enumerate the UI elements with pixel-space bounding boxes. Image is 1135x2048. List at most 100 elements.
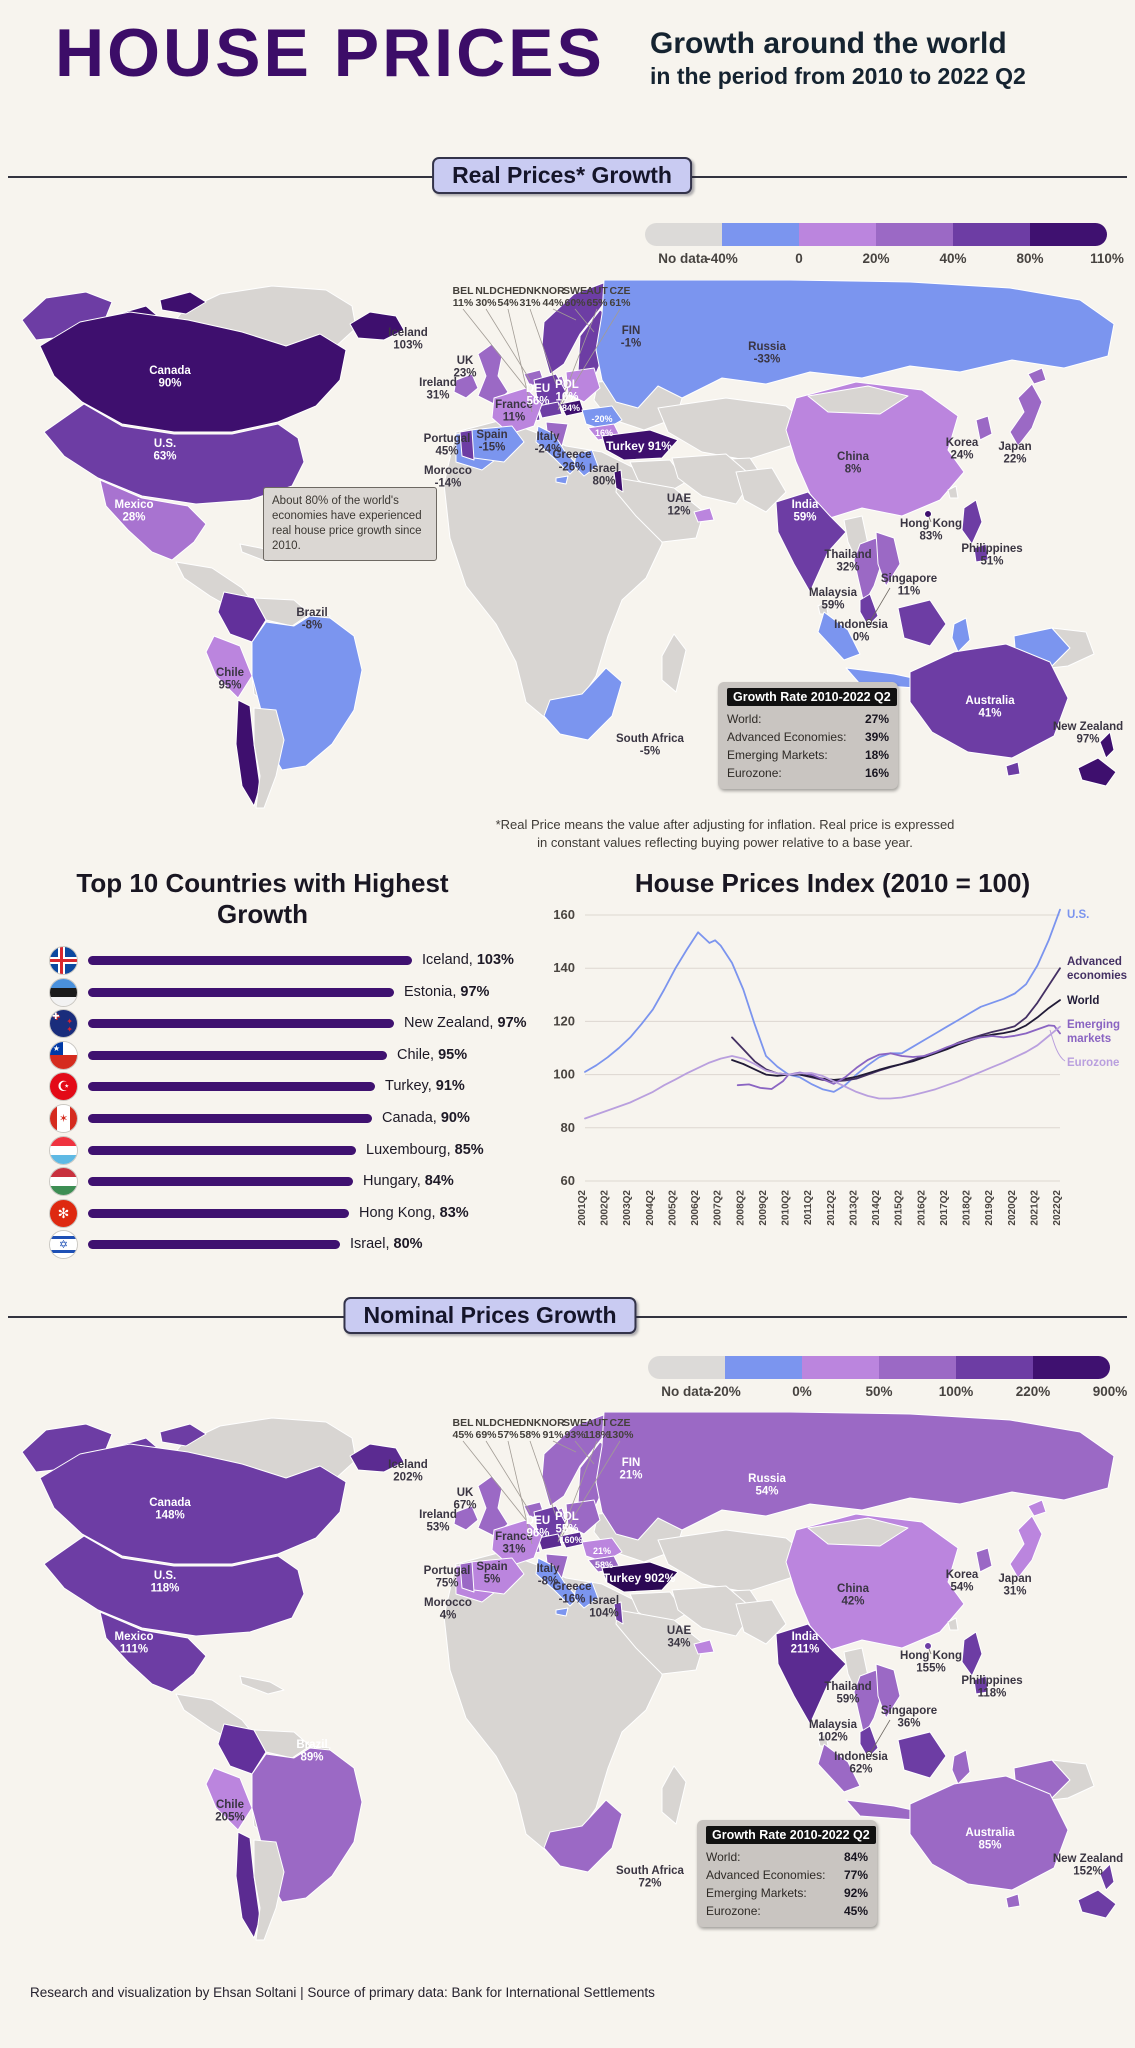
nominal-map-country-czech-austria — [537, 1533, 563, 1551]
nominal-legend-label-6: 900% — [1092, 1384, 1128, 1399]
top10-rows: Iceland, 103% Estonia, 97% New Zealand, 97… — [30, 946, 527, 1262]
real-map-label-chile-value: 95% — [218, 680, 241, 692]
real-map-callout-value-CHE: 54% — [497, 297, 519, 309]
xtick-2010Q2: 2010Q2 — [781, 1190, 792, 1226]
nominal-map-label-newzealand-name: New Zealand — [1053, 1853, 1123, 1865]
top10-label-chile: Chile, 95% — [397, 1046, 468, 1063]
real-color-legend: No data -40% 0 20% 40% 80% 110% — [645, 223, 1124, 269]
nominal-map-country-southafrica — [543, 1799, 623, 1873]
nominal-map-callout-leader-1 — [485, 1440, 531, 1513]
top10-label-israel: Israel, 80% — [350, 1236, 423, 1253]
real-map-country-mongolia — [807, 385, 909, 415]
nominal-map-small-label-hungary: 160% — [559, 1535, 582, 1545]
nominal-map-country-us — [43, 1535, 305, 1637]
nominal-map-label-brazil-value: 89% — [300, 1752, 323, 1764]
nominal-map-country-uk-island — [477, 1475, 509, 1537]
real-map-label-spain-value: -15% — [479, 442, 506, 454]
xtick-2018Q2: 2018Q2 — [962, 1190, 973, 1226]
real-map-label-morocco-value: -14% — [435, 478, 462, 490]
xtick-2014Q2: 2014Q2 — [871, 1190, 882, 1226]
nominal-map-label-russia-value: 54% — [755, 1486, 778, 1498]
real-map-callout-code-DNK: DNK — [519, 285, 542, 297]
nominal-map-label-italy-value: -8% — [538, 1576, 558, 1588]
nominal-map-callout-leader-6 — [557, 1440, 598, 1543]
series-label-emerging-markets: Emerging — [1067, 1019, 1120, 1031]
real-map-callout-leader-4 — [552, 308, 577, 321]
real-map-label-mexico-name: Mexico — [115, 499, 154, 511]
nominal-map-label-india-name: India — [792, 1631, 819, 1643]
nominal-map-label-australia-value: 85% — [978, 1840, 1001, 1852]
nominal-color-legend: No data -20% 0% 50% 100% 220% 900% — [648, 1356, 1127, 1402]
top10-bar-hungary — [88, 1177, 353, 1187]
real-map-label-russia-value: -33% — [754, 354, 781, 366]
xtick-2004Q2: 2004Q2 — [645, 1190, 656, 1226]
nominal-map-country-argentina — [253, 1839, 285, 1941]
nominal-map-country-norway — [541, 1413, 607, 1507]
nominal-map-label-uk-value: 67% — [453, 1500, 476, 1512]
nominal-map-label-hongkong-name: Hong Kong — [900, 1650, 962, 1662]
top10-row-luxembourg: Luxembourg, 85% — [30, 1136, 495, 1168]
real-map-country-korea — [975, 415, 993, 441]
real-map-label-deu-value: 56% — [526, 396, 549, 408]
nominal-map-country-tasmania — [1005, 1893, 1021, 1909]
nominal-map-label-france-value: 31% — [502, 1544, 525, 1556]
nominal-map-country-iceland-island — [349, 1443, 405, 1473]
real-map-label-spain-name: Spain — [476, 429, 507, 441]
top10-label-hungary: Hungary, 84% — [363, 1173, 454, 1190]
nominal-map-country-madagascar — [661, 1765, 687, 1825]
real-map-callout-code-CZE: CZE — [610, 285, 631, 297]
real-map-callout-value-DNK: 31% — [519, 297, 541, 309]
nominal-map-label-pol-name: POL — [555, 1511, 579, 1523]
real-map-svg: BEL11%NLD30%CHE54%DNK31%NOR44%SWE60%AUT6… — [21, 280, 1123, 809]
real-map-callout-code-CHE: CHE — [497, 285, 519, 297]
nominal-map-country-korea — [975, 1547, 993, 1573]
ytick-100: 100 — [553, 1067, 575, 1082]
xtick-2011Q2: 2011Q2 — [803, 1190, 814, 1225]
real-map-country-sri-lanka — [817, 601, 829, 615]
real-map-country-philippines — [961, 499, 983, 545]
nominal-map-label-japan-name: Japan — [998, 1573, 1031, 1585]
top10-bar-hongkong — [88, 1208, 349, 1218]
index-chart-plot: 60 80 100 120 140 160 2001Q2 2002Q2 2003Q2 2004Q2… — [553, 907, 1127, 1226]
xtick-2001Q2: 2001Q2 — [577, 1190, 588, 1226]
nominal-map-label-ireland-value: 53% — [426, 1522, 449, 1534]
real-map-country-japan — [1009, 383, 1043, 447]
real-map-label-china-name: China — [837, 451, 870, 463]
real-map-label-israel-name: Israel — [589, 463, 619, 475]
nominal-map-label-fin-name: FIN — [622, 1457, 641, 1469]
nominal-legend-segment-1 — [725, 1356, 802, 1379]
real-map-country-venezuela — [253, 597, 311, 627]
nominal-map-country-taiwan — [947, 1617, 959, 1631]
nominal-legend-segment-2 — [802, 1356, 879, 1379]
nominal-legend-label-3: 50% — [865, 1384, 893, 1399]
top10-title: Top 10 Countries with Highest Growth — [76, 868, 449, 929]
nominal-map-label-iceland-value: 202% — [393, 1472, 422, 1484]
top10-label-hongkong: Hong Kong, 83% — [359, 1204, 469, 1221]
real-map-label-fin-name: FIN — [622, 325, 641, 337]
real-map-country-borneo — [897, 599, 947, 647]
real-map-country-sulawesi — [951, 617, 971, 653]
xtick-2003Q2: 2003Q2 — [622, 1190, 633, 1226]
real-map-label-thailand-value: 32% — [836, 562, 859, 574]
nominal-map-label-ireland-name: Ireland — [419, 1509, 457, 1521]
nominal-map-country-kazakhstan — [657, 1529, 809, 1593]
real-map-label-greece-name: Greece — [552, 449, 591, 461]
nominal-map-label-spain-value: 5% — [484, 1574, 501, 1586]
nominal-map-country-sri-lanka — [817, 1733, 829, 1747]
nominal-map-country-africa — [443, 1551, 663, 1855]
series-label-advanced-economies-2: economies — [1067, 970, 1127, 982]
real-map-label-korea-name: Korea — [946, 437, 979, 449]
luxembourg-flag-icon — [50, 1136, 77, 1164]
real-legend-label-3: 20% — [862, 251, 890, 266]
nominal-map-callout-code-NLD: NLD — [475, 1417, 497, 1429]
subtitle-line2: in the period from 2010 to 2022 Q2 — [650, 62, 1026, 89]
real-map-country-iran — [671, 453, 755, 505]
nominal-map-country-png-east — [1049, 1759, 1095, 1801]
nominal-map-callout-code-NOR: NOR — [541, 1417, 565, 1429]
top10-label-luxembourg: Luxembourg, 85% — [366, 1141, 484, 1158]
xtick-2009Q2: 2009Q2 — [758, 1190, 769, 1226]
real-map-label-portugal-value: 45% — [435, 446, 458, 458]
xtick-2017Q2: 2017Q2 — [939, 1190, 950, 1226]
top10-bar-estonia — [88, 987, 394, 997]
